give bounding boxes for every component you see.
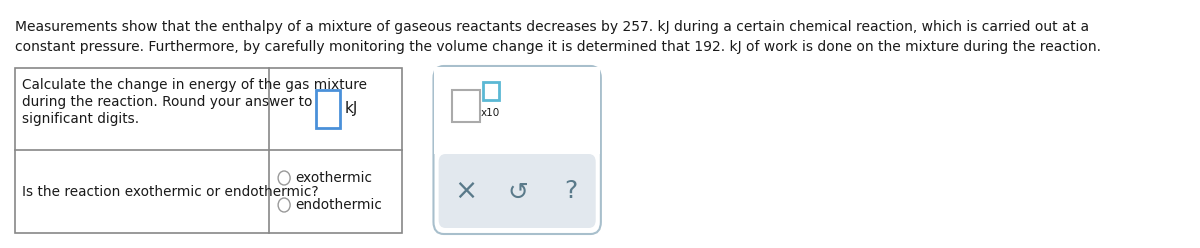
Bar (484, 82, 499, 100)
Text: ↺: ↺ (508, 181, 528, 205)
Text: during the reaction. Round your answer to 2: during the reaction. Round your answer t… (23, 95, 325, 109)
Text: significant digits.: significant digits. (23, 112, 139, 126)
Circle shape (278, 171, 290, 185)
Text: Measurements show that the enthalpy of a mixture of gaseous reactants decreases : Measurements show that the enthalpy of a… (16, 20, 1090, 34)
Bar (317, 90, 341, 128)
Bar (452, 90, 480, 122)
Circle shape (278, 198, 290, 212)
Text: exothermic: exothermic (295, 171, 372, 185)
FancyBboxPatch shape (439, 154, 595, 228)
FancyBboxPatch shape (433, 66, 601, 234)
Text: constant pressure. Furthermore, by carefully monitoring the volume change it is : constant pressure. Furthermore, by caref… (16, 40, 1102, 54)
Text: Is the reaction exothermic or endothermic?: Is the reaction exothermic or endothermi… (23, 185, 319, 198)
Bar (16, 68, 402, 233)
Text: Calculate the change in energy of the gas mixture: Calculate the change in energy of the ga… (23, 78, 367, 92)
Text: ?: ? (564, 179, 577, 203)
Bar (434, 67, 600, 154)
Text: ×: × (455, 177, 478, 205)
Text: endothermic: endothermic (295, 198, 382, 212)
Text: x10: x10 (481, 108, 500, 118)
Text: kJ: kJ (344, 101, 358, 117)
